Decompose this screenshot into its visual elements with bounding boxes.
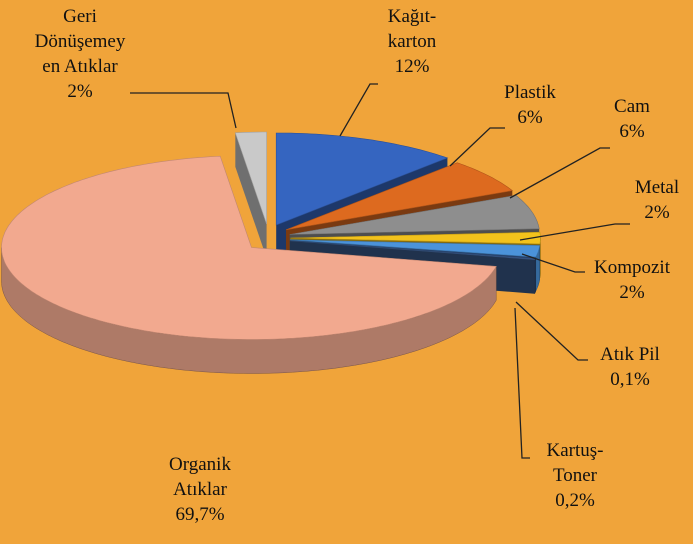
slice-label: Atık Pil 0,1% xyxy=(560,342,693,392)
slice-label: Cam 6% xyxy=(562,94,693,144)
category-label: Atık Pil xyxy=(600,344,660,365)
slice-label: Plastik 6% xyxy=(460,80,600,130)
slice xyxy=(290,231,541,245)
category-label: Geri Dönüşemey en Atıklar xyxy=(34,6,126,77)
slice-label: Kompozit 2% xyxy=(562,255,693,305)
leader-line xyxy=(521,253,585,273)
slice-label: Kartuş- Toner 0,2% xyxy=(505,438,645,513)
slice-label: Metal 2% xyxy=(587,175,693,225)
slice-label: Geri Dönüşemey en Atıklar 2% xyxy=(10,4,150,104)
leader-line xyxy=(130,92,237,129)
category-label: Organik Atıklar xyxy=(169,454,231,500)
value-label: 12% xyxy=(394,56,430,77)
value-label: 2% xyxy=(644,202,670,223)
leader-line xyxy=(515,301,588,361)
slice-label: Organik Atıklar 69,7% xyxy=(130,452,270,527)
slice xyxy=(234,131,267,225)
slice xyxy=(289,194,540,235)
leader-line xyxy=(509,147,610,199)
leader-line xyxy=(449,127,505,167)
pie xyxy=(1,131,541,374)
category-label: Kartuş- Toner xyxy=(546,440,604,486)
slice-label: Kağıt- karton 12% xyxy=(342,4,482,79)
leader-line xyxy=(519,223,630,241)
value-label: 69,7% xyxy=(175,504,225,525)
value-label: 6% xyxy=(517,107,543,128)
slice xyxy=(275,132,449,226)
slice-wall xyxy=(235,132,267,258)
slice xyxy=(290,239,541,258)
category-label: Kompozit xyxy=(594,257,670,278)
leader-line xyxy=(514,307,530,459)
slice xyxy=(285,162,514,231)
slice xyxy=(1,155,497,340)
value-label: 6% xyxy=(619,121,645,142)
value-label: 2% xyxy=(67,81,93,102)
category-label: Kağıt- karton xyxy=(387,6,437,52)
slice xyxy=(289,240,536,261)
value-label: 0,2% xyxy=(555,490,595,511)
leader-line xyxy=(339,83,378,137)
category-label: Plastik xyxy=(504,82,556,103)
leader-lines xyxy=(130,83,630,459)
slice-side xyxy=(534,258,536,295)
value-label: 2% xyxy=(619,282,645,303)
category-label: Metal xyxy=(634,177,680,198)
category-label: Cam xyxy=(614,96,650,117)
value-label: 0,1% xyxy=(610,369,650,390)
